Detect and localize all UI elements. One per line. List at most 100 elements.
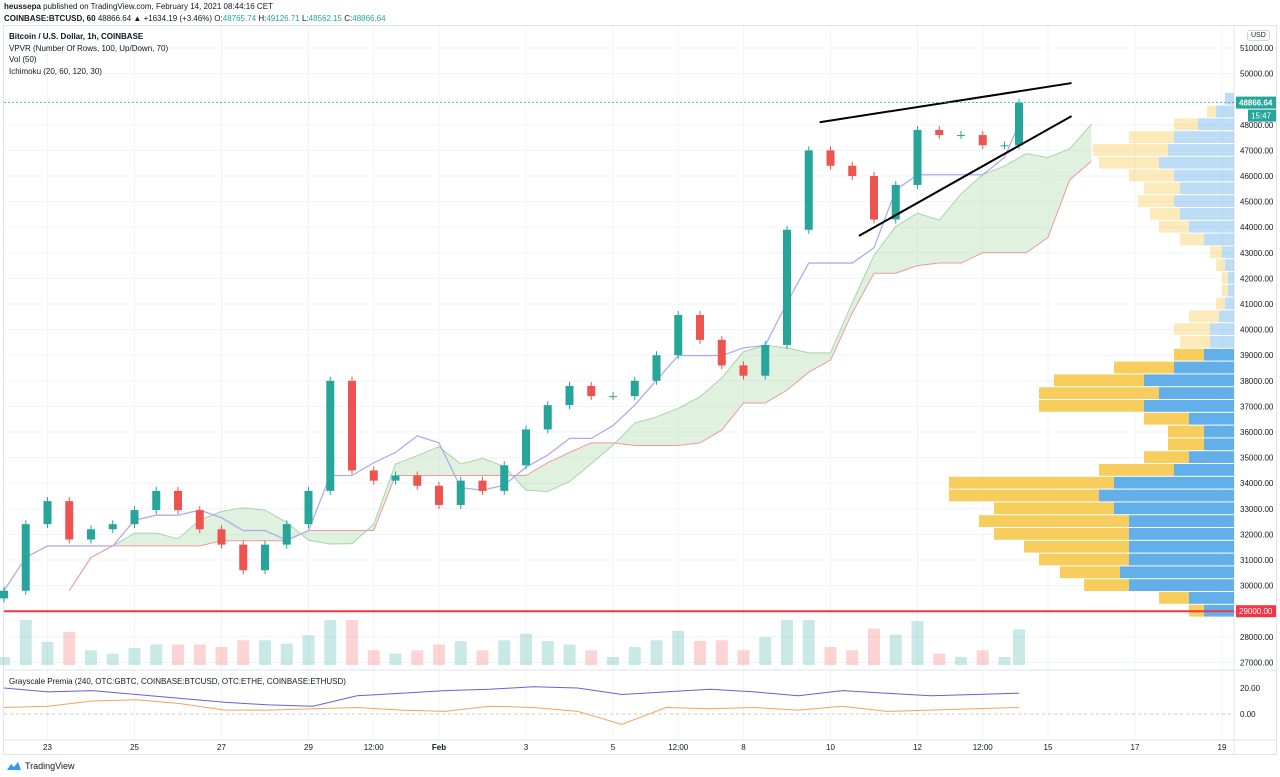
- price-tick-label: 38000.00: [1240, 377, 1274, 386]
- time-tick-label: 5: [611, 743, 616, 752]
- vp-down-bar: [1207, 105, 1216, 118]
- candle: [304, 490, 313, 525]
- vp-down-bar: [1210, 246, 1222, 259]
- candle: [674, 315, 683, 356]
- vp-down-bar: [1174, 348, 1204, 361]
- vp-down-bar: [1168, 425, 1204, 438]
- candle: [522, 429, 530, 466]
- price-tick-label: 37000.00: [1240, 402, 1274, 411]
- volume-bar: [781, 620, 793, 665]
- vp-down-bar: [994, 528, 1129, 540]
- volume-bar: [433, 644, 445, 665]
- vp-down-bar: [1144, 412, 1189, 425]
- legend-volume[interactable]: Vol (50): [9, 55, 37, 64]
- symbol: COINBASE:BTCUSD, 60: [4, 14, 96, 23]
- candle: [935, 129, 944, 136]
- vp-up-bar: [1159, 387, 1234, 399]
- volume-bar: [0, 657, 10, 665]
- volume-bar: [106, 653, 119, 665]
- high-label: H:: [258, 14, 267, 23]
- candle: [1015, 102, 1023, 146]
- price-tick-label: 35000.00: [1240, 454, 1274, 463]
- volume-bar: [585, 650, 598, 665]
- volume-bar: [259, 640, 271, 665]
- candle: [130, 510, 139, 525]
- volume-bar: [628, 647, 641, 665]
- trendline: [858, 115, 1073, 237]
- tradingview-logo[interactable]: TradingView: [6, 761, 75, 771]
- time-tick-label: 15: [1044, 743, 1053, 752]
- vp-down-bar: [994, 502, 1114, 515]
- vp-up-bar: [1204, 233, 1234, 246]
- vp-up-bar: [1174, 464, 1234, 476]
- candle: [696, 315, 704, 340]
- price-tick-label: 42000.00: [1240, 274, 1274, 283]
- indicator-title[interactable]: Grayscale Premia (240, OTC:GBTC, COINBAS…: [9, 677, 346, 686]
- candle: [239, 544, 248, 571]
- low-label: L:: [301, 14, 309, 23]
- vp-down-bar: [1039, 400, 1144, 412]
- vp-down-bar: [1222, 272, 1228, 284]
- vp-up-bar: [1189, 592, 1234, 604]
- price-tick-label: 34000.00: [1240, 479, 1274, 488]
- vp-down-bar: [949, 476, 1114, 489]
- candle: [87, 529, 95, 540]
- volume-bar: [933, 653, 946, 665]
- vp-down-bar: [1060, 566, 1120, 579]
- vp-down-bar: [1129, 169, 1174, 182]
- vp-up-bar: [1204, 348, 1234, 361]
- volume-bar: [324, 620, 337, 665]
- volume-bar: [63, 632, 76, 665]
- candle: [65, 501, 74, 540]
- legend-ichimoku[interactable]: Ichimoku (20, 60, 120, 30): [9, 66, 102, 76]
- volume-bar: [19, 620, 32, 665]
- vp-down-bar: [1039, 387, 1159, 399]
- price-tick-label: 30000.00: [1240, 582, 1274, 591]
- price-tick-label: 50000.00: [1240, 70, 1274, 79]
- time-tick-label: 25: [130, 743, 139, 752]
- candle: [543, 405, 552, 430]
- countdown-badge: [1248, 109, 1276, 122]
- candle: [957, 135, 965, 137]
- price-tick-label: 51000.00: [1240, 44, 1274, 53]
- time-tick-label: 12:00: [668, 743, 689, 752]
- volume-bar: [911, 621, 924, 665]
- candle: [43, 501, 52, 525]
- vp-down-bar: [1216, 297, 1225, 310]
- vp-down-bar: [949, 489, 1099, 502]
- volume-bar: [737, 650, 750, 665]
- vp-down-bar: [1129, 131, 1174, 143]
- vp-up-bar: [1225, 297, 1234, 310]
- candle: [500, 465, 509, 491]
- vp-down-bar: [1054, 374, 1144, 387]
- volume-bar: [846, 650, 859, 665]
- price-tick-label: 33000.00: [1240, 505, 1274, 514]
- candle: [630, 380, 639, 397]
- volume-bar: [889, 634, 902, 665]
- legend-vpvr[interactable]: VPVR (Number Of Rows, 100, Up/Down, 70): [9, 43, 169, 53]
- candle: [761, 344, 770, 376]
- chart-frame: [3, 25, 1277, 755]
- vp-up-bar: [1120, 566, 1234, 579]
- legend-symbol[interactable]: Bitcoin / U.S. Dollar, 1h, COINBASE: [9, 32, 144, 41]
- price-tick-label: 48000.00: [1240, 121, 1274, 130]
- price-tick-label: 46000.00: [1240, 172, 1274, 181]
- candle: [369, 470, 378, 481]
- open-value: 48765.74: [222, 14, 257, 23]
- last-price: 48866.64: [97, 14, 132, 23]
- author[interactable]: heussepa: [4, 2, 41, 11]
- currency-label[interactable]: USD: [1247, 30, 1270, 41]
- candle: [217, 529, 226, 545]
- volume-bar: [541, 641, 554, 665]
- vp-down-bar: [1168, 438, 1204, 451]
- vp-up-bar: [1210, 336, 1234, 348]
- volume-bar: [367, 650, 380, 665]
- vp-down-bar: [1159, 220, 1189, 233]
- vp-up-bar: [1189, 412, 1234, 425]
- volume-bar: [237, 640, 250, 665]
- volume-bar: [172, 644, 184, 665]
- volume-bar: [759, 637, 772, 665]
- countdown-value: 15:47: [1251, 112, 1272, 121]
- candle: [326, 380, 335, 491]
